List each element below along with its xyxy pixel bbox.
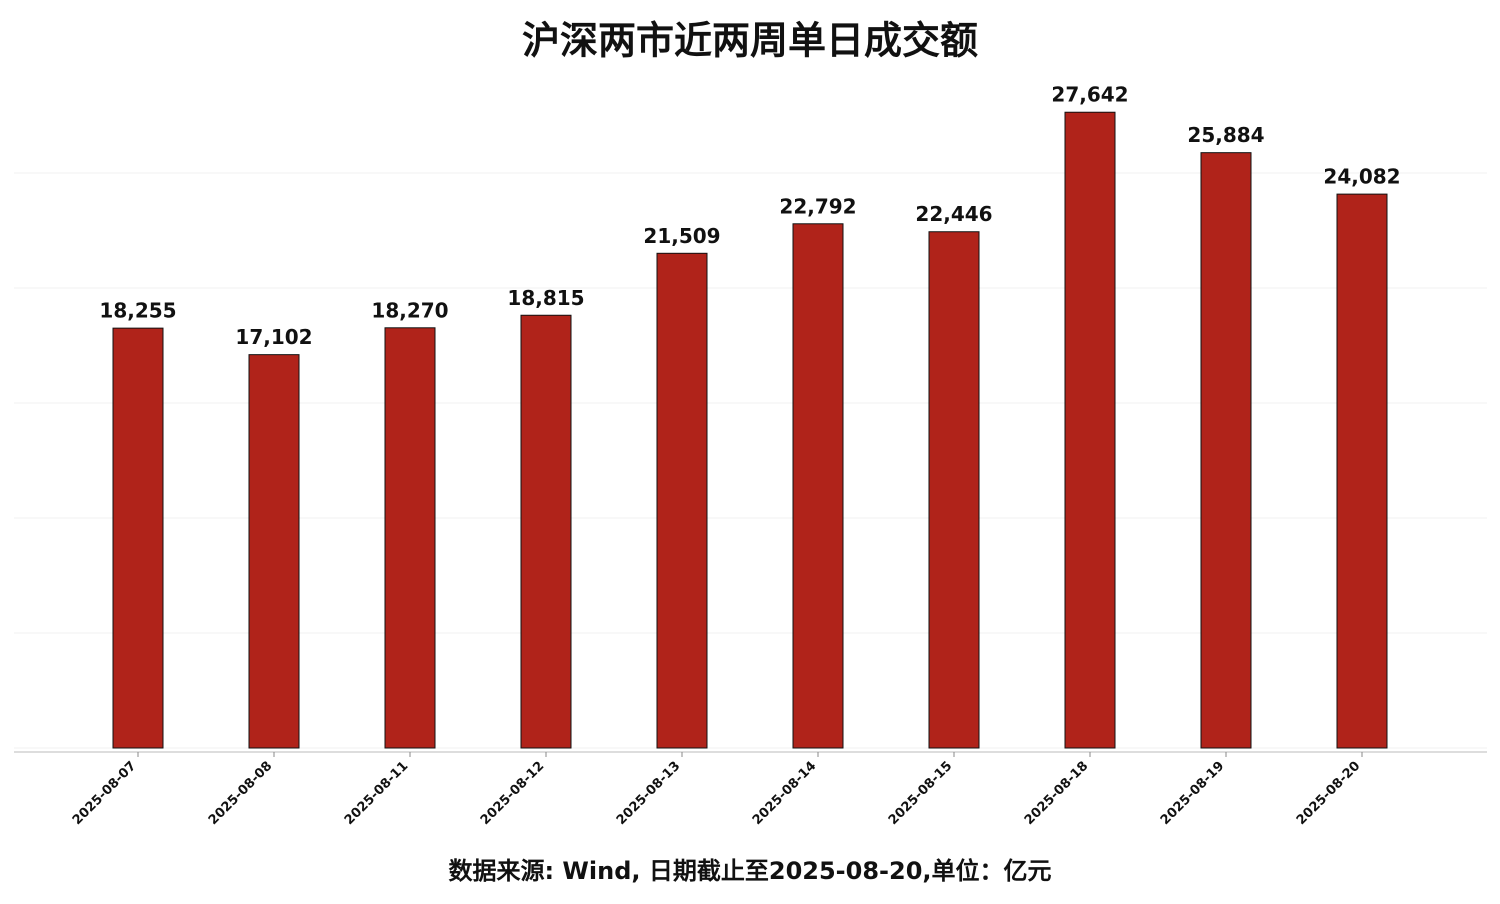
x-tick-label: 2025-08-13 bbox=[614, 759, 683, 828]
value-label: 25,884 bbox=[1187, 123, 1264, 147]
bar bbox=[928, 231, 980, 749]
x-tick-label: 2025-08-19 bbox=[1158, 759, 1227, 828]
bar bbox=[656, 252, 708, 749]
bar bbox=[792, 223, 844, 749]
bar bbox=[384, 327, 436, 749]
value-label: 17,102 bbox=[235, 325, 312, 349]
value-label: 18,255 bbox=[99, 299, 176, 323]
x-tick-label: 2025-08-15 bbox=[886, 759, 955, 828]
bar bbox=[1064, 111, 1116, 749]
source-note: 数据来源: Wind, 日期截止至2025-08-20,单位：亿元 bbox=[448, 857, 1051, 885]
x-tick-label: 2025-08-07 bbox=[70, 759, 139, 828]
x-tick-label: 2025-08-12 bbox=[478, 759, 547, 828]
bar bbox=[248, 354, 300, 749]
value-label: 22,446 bbox=[915, 202, 992, 226]
value-label: 24,082 bbox=[1323, 165, 1400, 189]
x-tick-label: 2025-08-20 bbox=[1294, 759, 1363, 828]
bar bbox=[520, 314, 572, 749]
bar bbox=[1200, 152, 1252, 749]
chart-title: 沪深两市近两周单日成交额 bbox=[522, 19, 978, 63]
bar bbox=[1336, 193, 1388, 749]
value-label: 18,270 bbox=[371, 298, 448, 322]
value-label: 27,642 bbox=[1051, 83, 1128, 107]
x-tick-label: 2025-08-08 bbox=[206, 759, 275, 828]
x-tick-label: 2025-08-11 bbox=[342, 759, 411, 828]
x-tick-label: 2025-08-14 bbox=[750, 759, 819, 828]
value-label: 21,509 bbox=[643, 224, 720, 248]
x-tick-label: 2025-08-18 bbox=[1022, 759, 1091, 828]
value-label: 22,792 bbox=[779, 194, 856, 218]
bar bbox=[112, 327, 164, 749]
value-label: 18,815 bbox=[507, 286, 584, 310]
